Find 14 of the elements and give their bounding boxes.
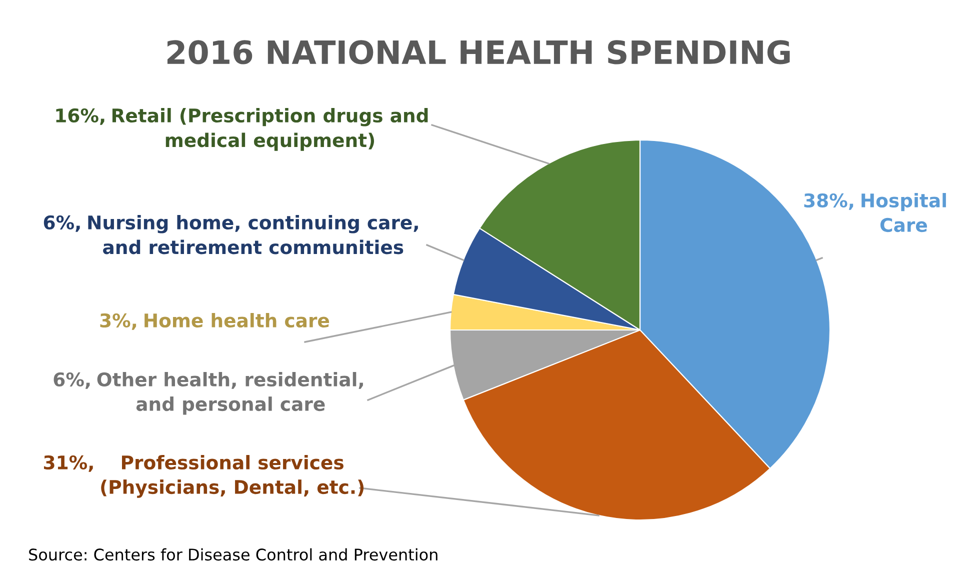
data-label: 6%, — [54, 372, 90, 389]
slice-label: Nursing home, continuing care, and retirement communities — [88, 215, 418, 254]
slice-label: Professional services (Physicians, Dental, etc.) — [101, 455, 364, 498]
chart-title: 2016 NATIONAL HEALTH SPENDING — [167, 40, 790, 64]
slice-label: Other health, residential, and personal care — [97, 372, 363, 415]
data-label: 3%, — [100, 313, 136, 330]
data-label: 31%, — [44, 455, 93, 472]
source-note: Source: Centers for Disease Control and Prevention — [29, 548, 438, 561]
data-label: 38%, — [804, 193, 854, 210]
slice-label: Home health care — [144, 313, 330, 328]
slice-label: Hospital Care — [862, 193, 946, 232]
slice-label: Retail (Prescription drugs and medical equipment) — [112, 108, 428, 151]
data-label: 16%, — [56, 108, 104, 125]
data-label: 6%, — [44, 215, 80, 232]
